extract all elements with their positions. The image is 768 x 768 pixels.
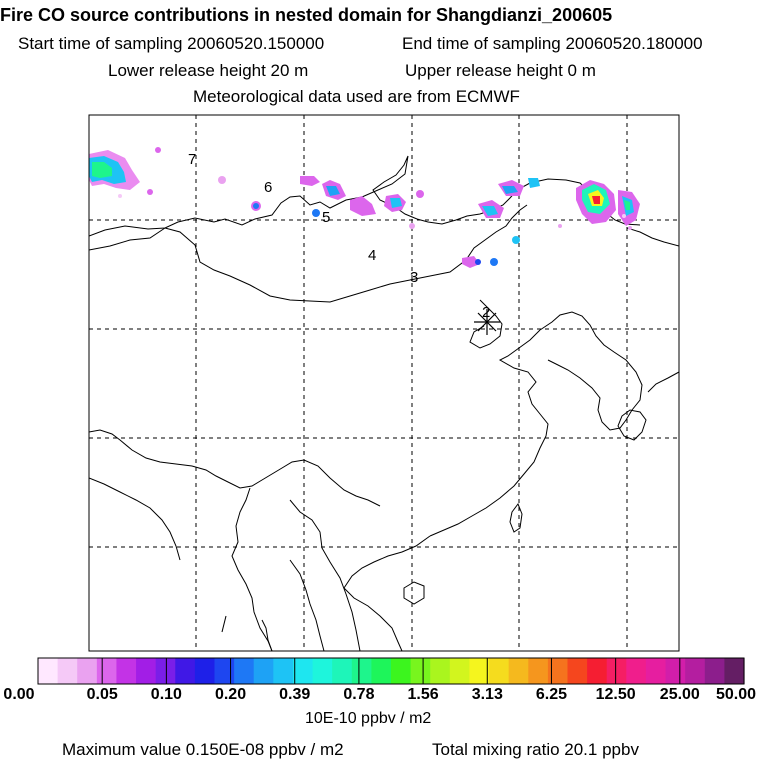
plume-cluster-central xyxy=(300,176,424,229)
start-time-label: Start time of sampling 20060520.150000 xyxy=(18,34,325,53)
colorbar-segment xyxy=(547,658,569,684)
colorbar-segment xyxy=(371,658,392,684)
colorbar-segment xyxy=(489,658,510,684)
bay-of-bengal-coast xyxy=(89,477,181,561)
colorbar-border xyxy=(37,657,745,685)
colorbar-segment xyxy=(77,658,98,684)
plume-cluster-west xyxy=(89,147,261,211)
colorbar-segment xyxy=(410,658,431,684)
colorbar-segment xyxy=(567,658,588,684)
trajectory-label-6: 6 xyxy=(264,179,272,196)
colorbar-tick-label: 0.10 xyxy=(150,686,182,703)
colorbar-segment xyxy=(96,658,118,684)
trajectory-labels: 7 6 5 4 3 2 xyxy=(188,151,490,321)
coastlines-and-borders xyxy=(89,155,679,651)
trajectory-label-4: 4 xyxy=(368,247,376,264)
mongolia-border xyxy=(89,155,641,237)
colorbar-segment xyxy=(449,658,471,684)
map-border xyxy=(88,114,680,652)
colorbar-segment xyxy=(626,658,647,684)
trajectory-label-3: 3 xyxy=(410,269,418,286)
colorbar-segment xyxy=(136,658,157,684)
colorbar-segment xyxy=(155,658,176,684)
colorbar-tick-label: 0.78 xyxy=(343,686,375,703)
receptor-asterisk-icon xyxy=(474,309,500,335)
colorbar-tick-label: 0.39 xyxy=(279,686,311,703)
colorbar-segment xyxy=(704,658,725,684)
colorbar-segment xyxy=(587,658,608,684)
colorbar-segment xyxy=(38,658,59,684)
upper-release-label: Upper release height 0 m xyxy=(405,61,596,80)
concentration-plumes xyxy=(89,147,640,268)
colorbar-tick-label: 50.00 xyxy=(715,686,757,703)
colorbar-segment xyxy=(116,658,137,684)
trajectory-label-2: 2 xyxy=(482,304,490,321)
bohai-coast xyxy=(469,299,503,349)
colorbar-segment xyxy=(332,658,353,684)
colorbar-segment xyxy=(194,658,216,684)
colorbar-tick-label: 0.05 xyxy=(86,686,118,703)
malay-coast xyxy=(261,619,273,651)
colorbar-tick-label: 0.00 xyxy=(3,686,35,703)
indochina-coast xyxy=(289,499,361,651)
lower-release-label: Lower release height 20 m xyxy=(108,61,309,80)
colorbar-tick-label: 1.56 xyxy=(407,686,439,703)
korea-peninsula xyxy=(539,311,643,431)
plume-cluster-northeast xyxy=(576,180,640,230)
colorbar-segment xyxy=(724,658,745,684)
southeast-asia-border xyxy=(289,559,325,651)
colorbar-segment xyxy=(528,658,549,684)
colorbar-segment xyxy=(292,658,314,684)
trajectory-label-5: 5 xyxy=(322,209,330,226)
colorbar-segment xyxy=(57,658,78,684)
colorbar-segment xyxy=(234,658,255,684)
colorbar-segment xyxy=(685,658,706,684)
colorbar-segment xyxy=(175,658,196,684)
colorbar-segment xyxy=(665,658,686,684)
colorbar-segment xyxy=(351,658,372,684)
met-data-label: Meteorological data used are from ECMWF xyxy=(193,87,520,106)
hainan-island xyxy=(403,581,425,605)
colorbar-segment xyxy=(214,658,235,684)
colorbar xyxy=(37,657,745,685)
colorbar-tick-label: 25.00 xyxy=(659,686,700,703)
end-time-label: End time of sampling 20060520.180000 xyxy=(402,34,703,53)
colorbar-segment xyxy=(391,658,412,684)
colorbar-tick-label: 6.25 xyxy=(535,686,568,703)
trajectory-label-7: 7 xyxy=(188,151,196,168)
colorbar-segment xyxy=(253,658,274,684)
colorbar-segment xyxy=(606,658,627,684)
total-mixing-ratio-label: Total mixing ratio 20.1 ppbv xyxy=(432,740,639,759)
myanmar-border xyxy=(231,487,273,651)
plume-cluster-east xyxy=(462,178,562,268)
colorbar-tick-label: 3.13 xyxy=(471,686,503,703)
china-east-coast xyxy=(429,329,549,537)
vietnam-coast xyxy=(343,587,403,651)
china-north-border xyxy=(89,204,528,303)
colorbar-segment xyxy=(645,658,667,684)
map-title: Fire CO source contributions in nested d… xyxy=(0,5,613,25)
colorbar-segment xyxy=(430,658,451,684)
japan-honshu xyxy=(647,371,679,393)
max-value-label: Maximum value 0.150E-08 ppbv / m2 xyxy=(62,740,344,759)
map-panel: 7 6 5 4 3 2 xyxy=(88,114,680,652)
taiwan-island xyxy=(509,502,523,533)
colorbar-segment xyxy=(469,658,490,684)
colorbar-segment xyxy=(508,658,529,684)
colorbar-unit: 10E-10 ppbv / m2 xyxy=(305,710,432,727)
japan-kyushu xyxy=(617,409,647,441)
colorbar-tick-label: 0.20 xyxy=(214,686,247,703)
colorbar-tick-label: 12.50 xyxy=(595,686,636,703)
india-china-border xyxy=(89,429,381,507)
china-northeast-border xyxy=(626,227,679,247)
small-island-mark xyxy=(221,615,227,633)
colorbar-segment xyxy=(273,658,294,684)
south-china-coast xyxy=(343,535,431,589)
colorbar-segment xyxy=(312,658,333,684)
